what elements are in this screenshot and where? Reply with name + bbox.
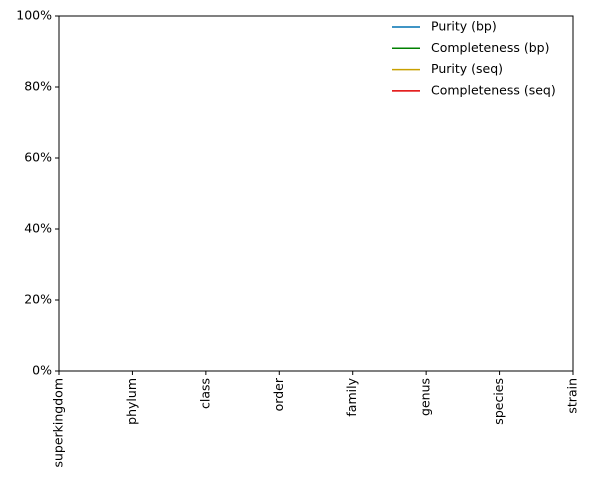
x-tick-label: family (344, 377, 359, 416)
legend-label: Purity (bp) (431, 19, 497, 34)
x-tick-label: species (491, 378, 506, 425)
x-tick-label: class (197, 378, 212, 409)
y-tick-label: 0% (32, 363, 52, 378)
x-tick-label: superkingdom (51, 378, 66, 468)
plot-frame (58, 15, 574, 372)
legend-label: Purity (seq) (431, 61, 503, 76)
x-tick-label: genus (418, 378, 433, 416)
x-tick-label: strain (565, 378, 580, 414)
legend-label: Completeness (seq) (431, 82, 556, 97)
y-tick-label: 60% (24, 150, 52, 165)
legend-label: Completeness (bp) (431, 40, 549, 55)
y-tick-label: 100% (16, 8, 52, 23)
y-tick-label: 80% (24, 79, 52, 94)
x-tick-label: order (271, 377, 286, 411)
y-tick-label: 40% (24, 221, 52, 236)
x-tick-label: phylum (124, 378, 139, 425)
y-tick-label: 20% (24, 292, 52, 307)
